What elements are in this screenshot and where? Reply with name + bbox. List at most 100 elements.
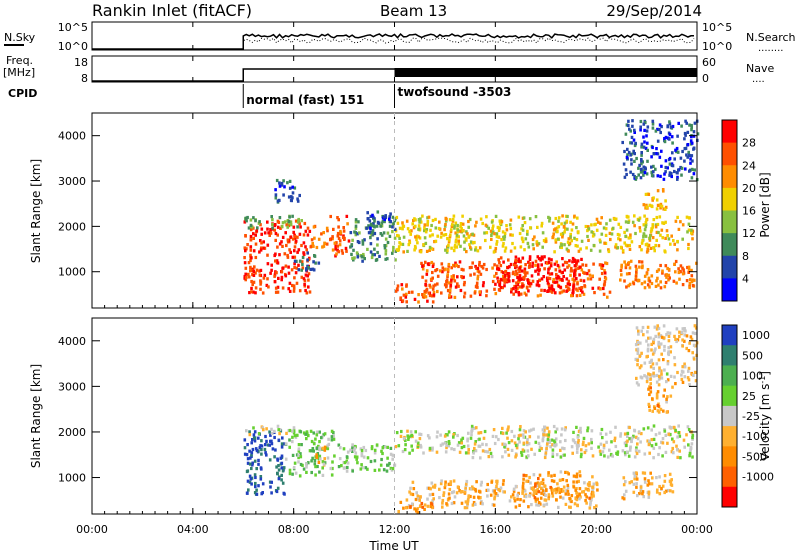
plot-title: Rankin Inlet (fitACF) <box>92 1 252 20</box>
y-tick-label: 2000 <box>58 426 86 439</box>
heatmap-cell <box>591 274 594 278</box>
heatmap-cell <box>643 480 647 484</box>
heatmap-cell <box>631 172 635 177</box>
heatmap-cell <box>257 432 261 436</box>
heatmap-cell <box>650 165 653 169</box>
heatmap-cell <box>528 494 531 498</box>
heatmap-cell <box>624 168 628 172</box>
heatmap-cell <box>446 289 450 293</box>
heatmap-cell <box>595 482 599 487</box>
heatmap-cell <box>586 229 589 233</box>
nsky-panel: N.Sky 10^5 10^0 10^5 10^0 N.Search .....… <box>4 21 796 54</box>
heatmap-cell <box>288 281 292 285</box>
power-y-axis-label: Slant Range [km] <box>29 159 43 263</box>
heatmap-cell <box>473 446 476 451</box>
heatmap-cell <box>401 227 404 231</box>
heatmap-cell <box>433 483 437 487</box>
heatmap-cell <box>628 425 631 430</box>
heatmap-cell <box>559 448 562 452</box>
heatmap-cell <box>638 354 642 358</box>
heatmap-cell <box>513 441 517 445</box>
heatmap-cell <box>555 427 559 431</box>
heatmap-cell <box>652 164 655 168</box>
heatmap-cell <box>286 225 289 229</box>
heatmap-cell <box>510 495 513 499</box>
heatmap-cell <box>381 220 385 224</box>
heatmap-cell <box>489 245 492 249</box>
heatmap-cell <box>522 477 525 481</box>
heatmap-cell <box>277 468 281 472</box>
heatmap-cell <box>581 490 584 494</box>
heatmap-cell <box>657 335 661 339</box>
heatmap-cell <box>320 232 323 236</box>
heatmap-cell <box>273 224 276 228</box>
heatmap-cell <box>301 463 304 467</box>
heatmap-cell <box>672 451 675 455</box>
heatmap-cell <box>249 218 253 222</box>
heatmap-cell <box>371 229 375 233</box>
heatmap-cell <box>541 489 545 493</box>
heatmap-cell <box>504 450 507 454</box>
heatmap-cell <box>438 487 441 491</box>
heatmap-cell <box>263 231 267 235</box>
heatmap-cell <box>685 215 689 219</box>
heatmap-cell <box>616 450 620 454</box>
heatmap-cell <box>582 440 585 444</box>
heatmap-cell <box>418 498 421 502</box>
heatmap-cell <box>400 283 404 287</box>
heatmap-cell <box>619 278 622 282</box>
heatmap-cell <box>495 479 498 483</box>
heatmap-cell <box>342 229 346 233</box>
heatmap-cell <box>599 240 602 244</box>
heatmap-cell <box>652 170 655 174</box>
heatmap-cell <box>537 435 540 439</box>
heatmap-cell <box>261 482 265 486</box>
heatmap-cell <box>250 290 253 294</box>
heatmap-cell <box>378 468 381 472</box>
heatmap-cell <box>529 428 533 432</box>
heatmap-cell <box>508 265 511 269</box>
heatmap-cell <box>603 279 607 284</box>
heatmap-cell <box>383 445 387 449</box>
heatmap-cell <box>518 278 521 282</box>
heatmap-cell <box>510 290 513 294</box>
heatmap-cell <box>290 268 294 272</box>
heatmap-cell <box>547 260 551 265</box>
heatmap-cell <box>656 139 660 143</box>
heatmap-cell <box>287 195 291 199</box>
heatmap-cell <box>498 226 501 230</box>
heatmap-cell <box>519 292 523 296</box>
heatmap-cell <box>412 218 415 223</box>
heatmap-cell <box>270 431 274 435</box>
heatmap-cell <box>585 501 588 505</box>
heatmap-cell <box>492 250 496 254</box>
heatmap-cell <box>635 448 638 452</box>
heatmap-cell <box>276 290 280 294</box>
heatmap-cell <box>649 336 652 340</box>
heatmap-cell <box>428 493 432 497</box>
heatmap-cell <box>473 272 476 276</box>
heatmap-cell <box>576 216 579 220</box>
heatmap-cell <box>561 235 564 239</box>
heatmap-cell <box>639 341 642 345</box>
heatmap-cell <box>650 342 653 346</box>
heatmap-cell <box>571 293 574 298</box>
heatmap-cell <box>657 343 660 347</box>
heatmap-cell <box>434 226 438 230</box>
heatmap-cell <box>554 437 558 441</box>
heatmap-cell <box>587 227 591 231</box>
heatmap-cell <box>292 431 296 435</box>
heatmap-cell <box>686 425 690 429</box>
heatmap-cell <box>685 121 688 125</box>
heatmap-cell <box>430 294 434 298</box>
heatmap-cell <box>266 277 269 281</box>
heatmap-cell <box>669 489 672 493</box>
heatmap-cell <box>671 437 674 441</box>
heatmap-cell <box>474 264 477 269</box>
heatmap-cell <box>653 249 656 253</box>
heatmap-cell <box>310 439 314 444</box>
heatmap-cell <box>633 429 637 433</box>
heatmap-cell <box>288 438 291 442</box>
heatmap-cell <box>528 262 531 266</box>
heatmap-cell <box>267 231 270 235</box>
